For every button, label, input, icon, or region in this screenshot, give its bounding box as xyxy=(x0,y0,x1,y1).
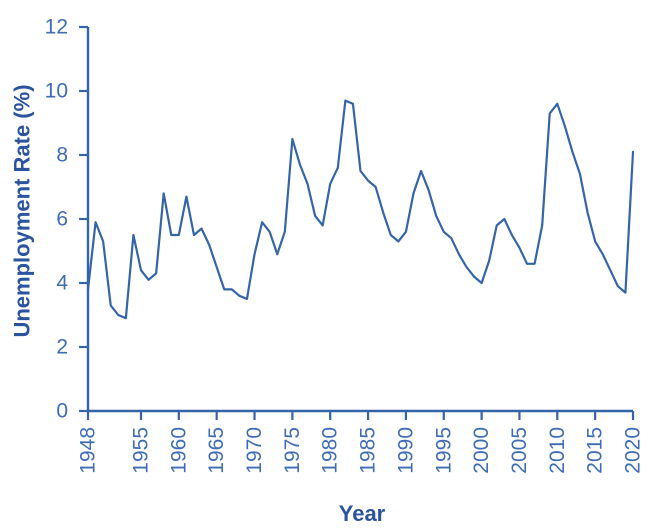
y-axis-title: Unemployment Rate (%) xyxy=(10,84,35,337)
x-tick-label: 1975 xyxy=(281,427,304,474)
x-tick-label: 2005 xyxy=(508,427,531,474)
y-tick-labels: 0 2 4 6 8 10 12 xyxy=(45,16,69,423)
x-tick-label: 2020 xyxy=(622,427,645,474)
y-tick-label: 8 xyxy=(56,144,68,167)
y-tick-label: 12 xyxy=(45,16,68,39)
x-tick-label: 1995 xyxy=(432,427,455,474)
x-tick-label: 1985 xyxy=(357,427,380,474)
y-tick-label: 6 xyxy=(56,208,68,231)
x-axis-title: Year xyxy=(339,501,386,526)
y-tick-label: 10 xyxy=(45,80,68,103)
x-tick-label: 1955 xyxy=(129,427,152,474)
x-tick-label: 2015 xyxy=(584,427,607,474)
x-tick-label: 2010 xyxy=(546,427,569,474)
y-tick-label: 2 xyxy=(56,336,68,359)
y-tick-label: 0 xyxy=(56,400,68,423)
x-tick-label: 1970 xyxy=(243,427,266,474)
x-tick-label: 1980 xyxy=(319,427,342,474)
x-tick-label: 1948 xyxy=(77,427,100,474)
x-tick-label: 1960 xyxy=(167,427,190,474)
x-tick-label: 1990 xyxy=(394,427,417,474)
axes xyxy=(79,25,635,420)
x-tick-label: 2000 xyxy=(470,427,493,474)
axis-lines xyxy=(86,27,633,413)
series-line-unemployment-rate xyxy=(86,99,635,320)
y-tick-label: 4 xyxy=(56,272,68,295)
data-series xyxy=(86,99,635,320)
x-tick-label: 1965 xyxy=(205,427,228,474)
x-tick-labels: 1948 1955 1960 1965 1970 1975 1980 1985 1990 1995… xyxy=(77,427,645,474)
